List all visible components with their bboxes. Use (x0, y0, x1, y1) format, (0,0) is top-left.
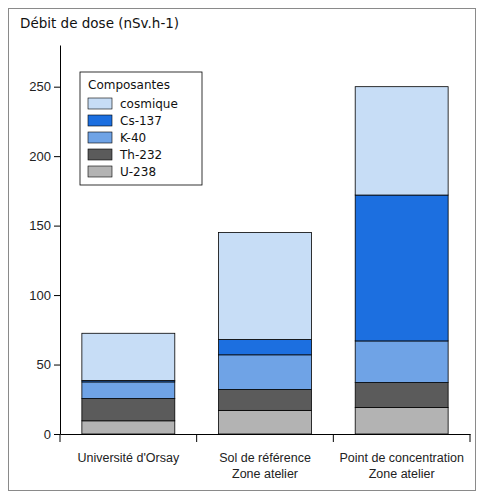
bar-segment (219, 340, 312, 355)
x-tick-label: Université d'Orsay (77, 451, 179, 465)
y-tick: 50 (37, 357, 60, 372)
y-tick-label: 250 (29, 79, 51, 94)
bar-segment (82, 382, 175, 399)
category-separator (333, 434, 334, 442)
bar-segment (219, 355, 312, 390)
y-axis-title: Débit de dose (nSv.h-1) (20, 15, 179, 31)
y-tick-mark (54, 295, 60, 296)
category-separator (60, 434, 61, 442)
x-tick-label-line: Point de concentration (339, 451, 463, 465)
y-tick-mark (54, 156, 60, 157)
bar-segment (355, 341, 448, 383)
x-axis-line (61, 434, 471, 435)
bar-segment (82, 333, 175, 380)
y-axis-line (60, 46, 61, 435)
legend-label: cosmique (120, 97, 178, 111)
bar-segment (82, 421, 175, 434)
bar-segment (355, 195, 448, 341)
x-tick-label-line: Zone atelier (369, 467, 435, 481)
category-separator (196, 434, 197, 442)
y-tick: 250 (29, 79, 60, 94)
y-tick: 0 (44, 427, 60, 442)
x-tick: Sol de référence Zone atelier (219, 434, 311, 481)
legend-label: K-40 (120, 131, 146, 145)
frame (9, 9, 476, 491)
y-tick-label: 50 (37, 357, 51, 372)
y-tick-mark (54, 87, 60, 88)
category-separator (470, 434, 471, 442)
legend-swatch (88, 132, 112, 143)
x-tick-label: Point de concentration Zone atelier (339, 451, 463, 481)
bar-segment (82, 399, 175, 421)
legend-swatch (88, 98, 112, 109)
y-tick-mark (54, 365, 60, 366)
x-tick-label-line: Sol de référence (219, 451, 311, 465)
y-tick: 200 (29, 149, 60, 164)
bar-segment (219, 390, 312, 411)
bar-segment (219, 233, 312, 340)
y-tick-label: 150 (29, 218, 51, 233)
y-tick: 150 (29, 218, 60, 233)
x-tick-label-line: Université d'Orsay (77, 451, 179, 465)
x-tick: Point de concentration Zone atelier (339, 434, 463, 481)
chart: 0 50 100 150 200 250 Université d'Orsay Sol de … (0, 0, 483, 500)
y-tick-label: 200 (29, 149, 51, 164)
legend-title: Composantes (88, 78, 170, 92)
x-axis: Université d'Orsay Sol de référence Zone a… (61, 434, 471, 481)
legend-box (80, 72, 202, 185)
y-tick-label: 0 (44, 427, 51, 442)
x-tick-label-line: Zone atelier (232, 467, 298, 481)
bar-segment (355, 408, 448, 434)
y-tick: 100 (29, 288, 60, 303)
bars (82, 87, 448, 434)
x-tick-label: Sol de référence Zone atelier (219, 451, 311, 481)
legend-label: Th-232 (119, 148, 162, 162)
legend-swatch (88, 115, 112, 126)
x-tick: Université d'Orsay (77, 434, 179, 465)
legend-swatch (88, 166, 112, 177)
bar-segment (355, 87, 448, 195)
y-tick-mark (54, 434, 60, 435)
y-axis: 0 50 100 150 200 250 (29, 46, 60, 442)
legend-label: Cs-137 (120, 114, 162, 128)
bar-segment (219, 410, 312, 434)
legend-swatch (88, 149, 112, 160)
y-tick-mark (54, 226, 60, 227)
y-tick-label: 100 (29, 288, 51, 303)
legend-label: U-238 (120, 165, 156, 179)
bar-segment (355, 383, 448, 408)
legend: Composantes cosmique Cs-137 K-40 Th-232 U-238 (80, 72, 202, 185)
